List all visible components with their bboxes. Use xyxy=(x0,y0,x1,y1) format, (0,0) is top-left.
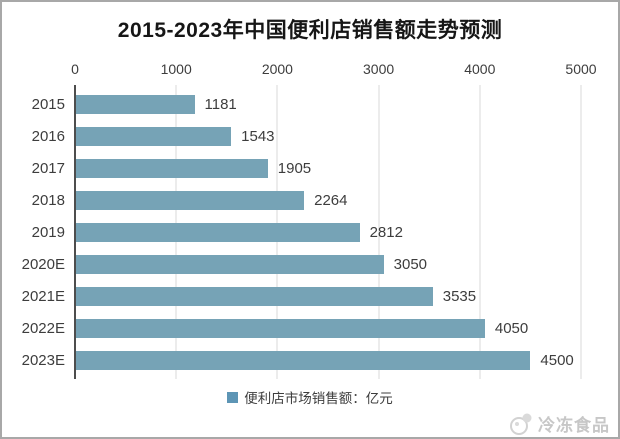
value-label: 3535 xyxy=(442,287,477,305)
x-tick-label: 2000 xyxy=(261,61,293,77)
legend: 便利店市场销售额：亿元 xyxy=(2,387,618,407)
x-tick-label: 4000 xyxy=(464,61,496,77)
bar-row: 2020E 3050 xyxy=(22,248,581,280)
value-label: 4050 xyxy=(494,319,529,337)
category-label: 2015 xyxy=(31,95,65,113)
x-tick-label: 1000 xyxy=(160,61,192,77)
bar xyxy=(75,222,360,242)
bar-rows: 2015 1181 2016 1543 2017 1905 2018 2264 2019 2812… xyxy=(22,88,581,376)
value-label: 4500 xyxy=(540,351,574,369)
category-label: 2021E xyxy=(21,287,65,305)
gridline xyxy=(479,85,481,379)
value-label: 1181 xyxy=(204,95,237,113)
value-label: 2812 xyxy=(369,223,403,241)
x-tick-label: 3000 xyxy=(363,61,395,77)
watermark-logo-icon xyxy=(510,413,532,435)
plot-area: 2015 1181 2016 1543 2017 1905 2018 2264 2019 2812… xyxy=(22,85,582,379)
value-label: 1905 xyxy=(277,159,312,177)
category-label: 2018 xyxy=(31,191,65,209)
bar-row: 2021E 3535 xyxy=(22,280,581,312)
category-label: 2022E xyxy=(21,319,65,337)
bar-row: 2022E 4050 xyxy=(22,312,581,344)
category-label: 2023E xyxy=(21,351,65,369)
x-tick-label: 5000 xyxy=(565,61,597,77)
bar-row: 2019 2812 xyxy=(32,216,581,248)
bar xyxy=(75,190,305,210)
bar xyxy=(75,350,531,370)
bar xyxy=(75,286,433,306)
y-axis-line xyxy=(74,85,76,379)
category-label: 2017 xyxy=(31,159,65,177)
bar xyxy=(75,158,268,178)
gridline xyxy=(378,85,380,379)
chart-title: 2015-2023年中国便利店销售额走势预测 xyxy=(117,19,503,42)
category-label: 2016 xyxy=(31,127,65,145)
gridline xyxy=(580,85,582,379)
category-label: 2020E xyxy=(21,255,65,273)
watermark: 冷冻食品 xyxy=(509,410,610,436)
legend-marker-icon xyxy=(227,391,239,403)
value-label: 3050 xyxy=(393,255,428,273)
bar xyxy=(75,254,384,274)
bar xyxy=(75,94,195,114)
bar xyxy=(75,126,232,146)
bar xyxy=(75,318,485,338)
value-label: 1543 xyxy=(241,127,275,145)
x-axis-tick-labels: 0 1000 2000 3000 4000 5000 xyxy=(71,61,596,79)
category-label: 2019 xyxy=(31,223,65,241)
bar-row: 2018 2264 xyxy=(32,184,581,216)
x-tick-label: 0 xyxy=(71,61,79,77)
bar-row: 2016 1543 xyxy=(32,120,581,152)
watermark-text: 冷冻食品 xyxy=(538,415,610,435)
legend-label: 便利店市场销售额：亿元 xyxy=(244,391,393,406)
bar-row: 2023E 4500 xyxy=(22,344,581,376)
bar-row: 2017 1905 xyxy=(32,152,581,184)
bar-row: 2015 1181 xyxy=(32,88,581,120)
value-label: 2264 xyxy=(314,191,348,209)
